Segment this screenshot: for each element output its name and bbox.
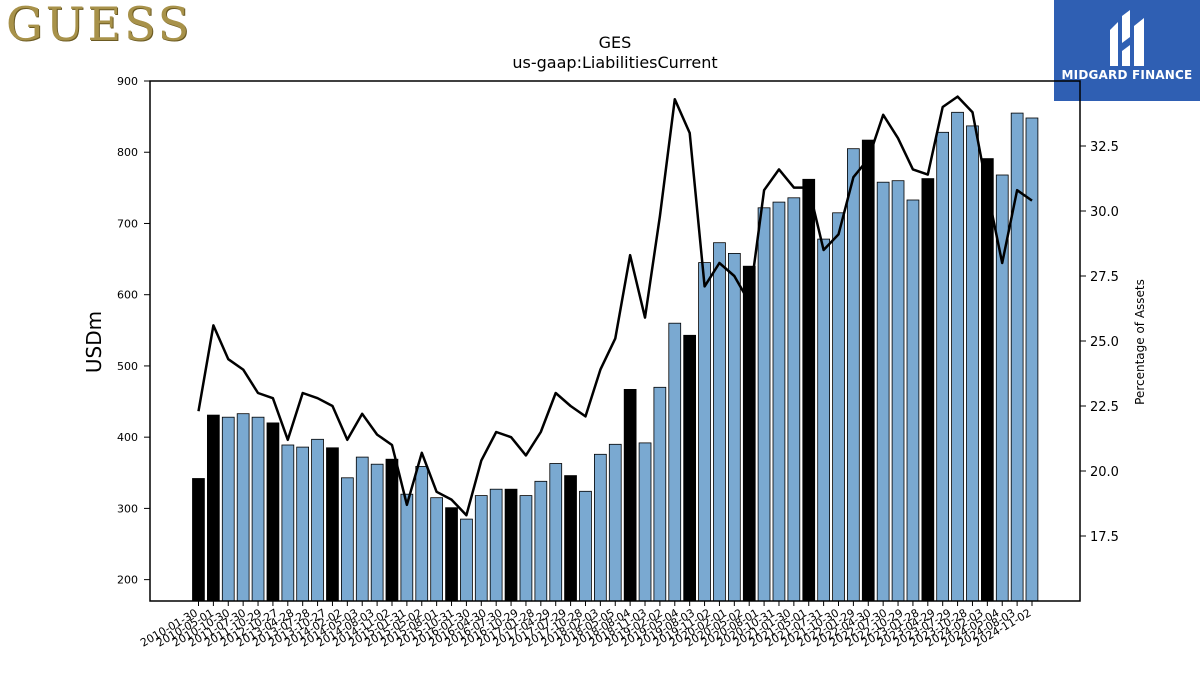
bar [921,178,935,602]
y-tick-label: 700 [117,217,138,230]
midgard-finance-badge: MIDGARD FINANCE [1054,0,1200,101]
bar [653,386,667,602]
bar [847,148,860,602]
line-series [197,95,1033,517]
bar [221,416,235,602]
left-axis: 200 300 400 500 600 700 800 900 [117,75,150,587]
bar [981,158,994,602]
y2-tick-label: 30.0 [1090,205,1119,220]
bar [236,413,250,602]
bar [534,480,548,602]
bar [668,322,682,602]
y-tick-label: 800 [117,146,138,159]
bar [192,478,205,602]
bar [326,447,339,602]
bar [861,139,875,602]
bar [608,443,622,602]
x-axis: 2010-01-302010-05-012010-10-302011-07-30… [138,601,1034,650]
bar [728,252,741,602]
bar [1025,117,1039,602]
bar [370,463,384,602]
bar [311,438,324,602]
bar [713,242,726,602]
bar [385,458,399,602]
bar [519,495,533,602]
bar [787,197,801,602]
bar [936,131,950,602]
bar [445,507,458,602]
bar [489,488,503,602]
bar [564,475,577,602]
bar [1010,112,1024,602]
bar [430,497,444,602]
bar [206,414,220,602]
bar [340,477,354,602]
y-tick-label: 200 [117,574,138,587]
bar [266,422,280,602]
y2-tick-label: 17.5 [1090,530,1119,545]
bar [623,388,637,602]
bar [474,495,488,602]
bar [281,444,295,602]
bar [638,442,652,602]
bar [504,488,518,602]
percent-of-assets-line [197,95,1033,517]
bar [415,465,429,602]
y2-tick-label: 32.5 [1090,140,1119,155]
y2-tick-label: 20.0 [1090,465,1119,480]
bar [698,262,711,602]
y2-tick-label: 22.5 [1090,400,1119,415]
bar [579,490,592,602]
bar [400,493,414,602]
bar [296,446,310,602]
y-tick-label: 500 [117,360,138,373]
y-axis-label: USDm [82,311,106,373]
bar [951,111,964,602]
right-axis: 17.5 20.0 22.5 25.0 27.5 30.0 32.5 [1080,140,1119,545]
bar [891,180,905,602]
guess-logo: GUESS [6,0,193,51]
bar [594,453,607,602]
bar [460,518,473,602]
bar [772,201,786,602]
y2-tick-label: 25.0 [1090,335,1119,350]
midgard-logo-icon [1110,10,1144,66]
chart-title: GES [599,33,632,52]
bar [876,181,890,602]
bar [549,463,563,602]
midgard-finance-label: MIDGARD FINANCE [1061,68,1193,82]
bar [817,238,831,602]
bar [742,265,756,602]
bar [906,199,920,602]
y2-axis-label: Percentage of Assets [1133,279,1147,405]
y-tick-label: 600 [117,289,138,302]
bar [757,207,771,602]
chart-subtitle: us-gaap:LiabilitiesCurrent [512,53,717,72]
y-tick-label: 300 [117,502,138,515]
bar [683,334,697,602]
y-tick-label: 400 [117,431,138,444]
bar-series [192,111,1039,602]
y-tick-label: 900 [117,75,138,88]
bar [966,125,979,602]
y2-tick-label: 27.5 [1090,270,1119,285]
bar [355,456,369,602]
bar [832,212,845,602]
bar [802,178,816,602]
bar [251,416,265,602]
